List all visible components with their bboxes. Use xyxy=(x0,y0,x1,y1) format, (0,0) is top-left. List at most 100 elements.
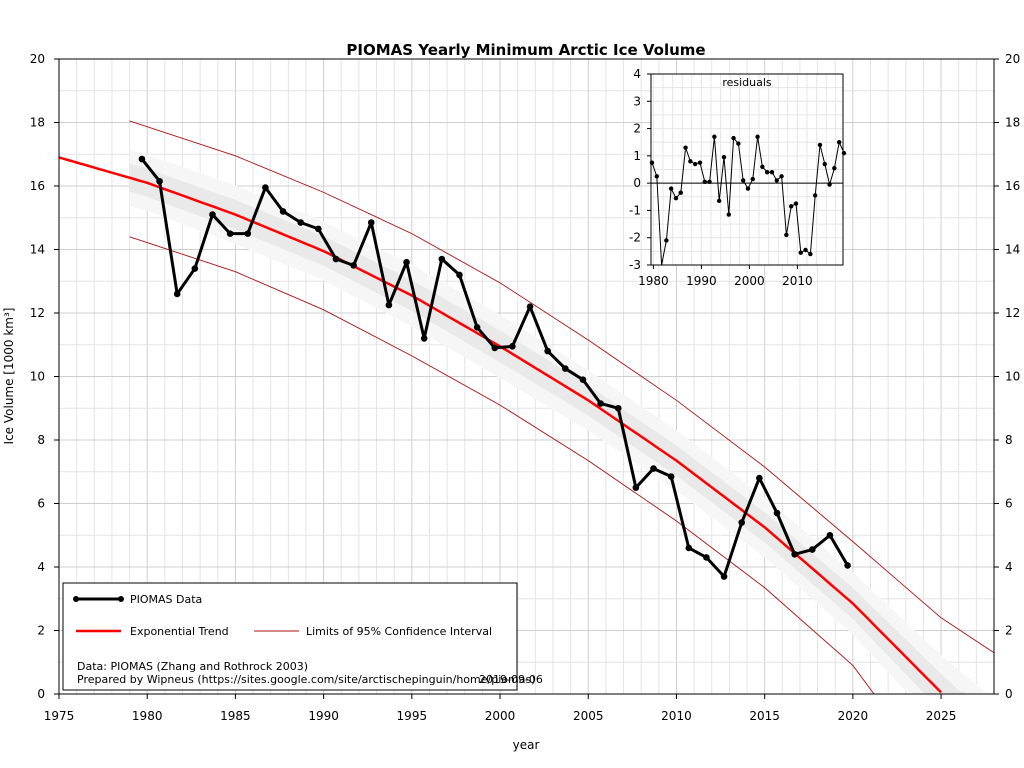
inset-y-tick-label: 4 xyxy=(633,67,641,81)
residual-point xyxy=(716,198,722,204)
inset-frame xyxy=(650,73,844,266)
data-point xyxy=(315,225,322,233)
x-tick-label: 2020 xyxy=(838,709,869,723)
inset-y-tick-label: 3 xyxy=(633,94,641,108)
residual-point xyxy=(760,164,765,169)
legend: PIOMAS Data Exponential Trend Limits of … xyxy=(62,582,543,691)
y-tick-label: 10 xyxy=(30,370,45,384)
data-point xyxy=(403,258,410,266)
data-point xyxy=(562,365,569,372)
inset-y-tick-label: -1 xyxy=(629,203,641,217)
residual-point xyxy=(721,155,727,160)
x-tick-label: 2000 xyxy=(485,709,516,723)
data-point xyxy=(456,271,463,279)
data-point xyxy=(667,473,675,480)
data-point xyxy=(773,509,781,517)
residual-point xyxy=(750,176,755,182)
data-point xyxy=(156,177,163,185)
residual-point xyxy=(697,160,703,165)
data-point xyxy=(297,219,304,226)
y-tick-label-right: 20 xyxy=(1005,52,1020,66)
residual-point xyxy=(673,195,679,201)
x-tick-label: 2005 xyxy=(573,709,604,723)
residual-point xyxy=(726,212,731,217)
inset-x-tick-label: 2000 xyxy=(734,274,765,288)
data-point xyxy=(350,262,357,269)
data-point xyxy=(226,230,234,237)
x-tick-label: 1985 xyxy=(220,709,251,723)
data-point xyxy=(191,265,199,272)
residual-point xyxy=(784,232,789,238)
y-tick-label-right: 10 xyxy=(1005,370,1020,384)
legend-label-trend: Exponential Trend xyxy=(130,625,229,638)
data-point xyxy=(438,255,446,263)
y-tick-label-right: 18 xyxy=(1005,116,1020,130)
data-point xyxy=(491,344,499,352)
data-point xyxy=(720,573,728,580)
y-tick-label-right: 8 xyxy=(1005,433,1013,447)
residual-point xyxy=(774,178,779,183)
inset-y-tick-label: 2 xyxy=(633,122,641,136)
residual-point xyxy=(832,165,837,171)
y-tick-label-right: 2 xyxy=(1005,624,1013,638)
legend-swatch-data-point xyxy=(73,596,79,602)
data-point xyxy=(756,474,763,482)
data-point xyxy=(650,465,657,472)
residual-point xyxy=(664,238,669,243)
credit-date: 2019-09-06 xyxy=(479,673,543,686)
x-tick-label: 2010 xyxy=(661,709,692,723)
y-tick-label: 0 xyxy=(37,687,45,701)
y-tick-label: 20 xyxy=(30,52,45,66)
y-tick-label-right: 14 xyxy=(1005,243,1020,257)
x-tick-label: 2025 xyxy=(926,709,957,723)
data-point xyxy=(420,335,428,342)
data-point xyxy=(703,554,710,561)
residual-point xyxy=(817,142,823,148)
inset-x-tick-label: 1990 xyxy=(686,274,717,288)
residual-point xyxy=(678,190,683,195)
data-point xyxy=(367,219,375,226)
data-point xyxy=(244,230,252,237)
y-tick-label-right: 6 xyxy=(1005,497,1013,511)
data-point xyxy=(544,347,551,355)
residual-point xyxy=(812,193,818,198)
y-tick-label: 2 xyxy=(37,624,45,638)
residual-point xyxy=(745,186,751,191)
residual-point xyxy=(841,150,847,156)
data-point xyxy=(685,544,693,552)
data-point xyxy=(738,519,746,526)
credit-data-source: Data: PIOMAS (Zhang and Rothrock 2003) xyxy=(77,660,308,673)
y-axis-label: Ice Volume [1000 km³] xyxy=(2,308,16,445)
data-point xyxy=(332,255,340,263)
ci-lower-line xyxy=(129,236,875,695)
main-axis-ticks: 1975 1980 1985 1990 1995 2000 2005 2010 2015 2020… xyxy=(30,52,1021,723)
x-tick-label: 1980 xyxy=(132,709,163,723)
residual-point xyxy=(683,145,688,150)
x-tick-label: 1975 xyxy=(44,709,75,723)
data-point xyxy=(209,211,216,218)
y-tick-label: 12 xyxy=(30,306,45,320)
y-tick-label-right: 0 xyxy=(1005,687,1013,701)
inset-y-tick-label: 1 xyxy=(633,149,641,163)
data-point xyxy=(173,290,181,298)
legend-box xyxy=(62,582,518,691)
residual-point xyxy=(736,141,741,146)
inset-title: residuals xyxy=(722,76,772,89)
data-point xyxy=(614,404,622,412)
ci-upper-line xyxy=(129,120,995,654)
residual-point xyxy=(707,179,712,184)
y-tick-label: 8 xyxy=(37,433,45,447)
residual-point xyxy=(740,178,746,183)
y-tick-label-right: 16 xyxy=(1005,179,1020,193)
x-tick-label: 1990 xyxy=(308,709,339,723)
credit-prepared-by: Prepared by Wipneus (https://sites.googl… xyxy=(77,673,535,686)
y-tick-label-right: 4 xyxy=(1005,560,1013,574)
y-tick-label: 16 xyxy=(30,179,45,193)
chart-title: PIOMAS Yearly Minimum Arctic Ice Volume xyxy=(346,41,705,59)
inset-x-tick-label: 1980 xyxy=(638,274,669,288)
data-point xyxy=(597,400,604,407)
y-tick-label: 4 xyxy=(37,560,45,574)
data-point xyxy=(632,484,640,491)
residual-point xyxy=(803,247,808,253)
